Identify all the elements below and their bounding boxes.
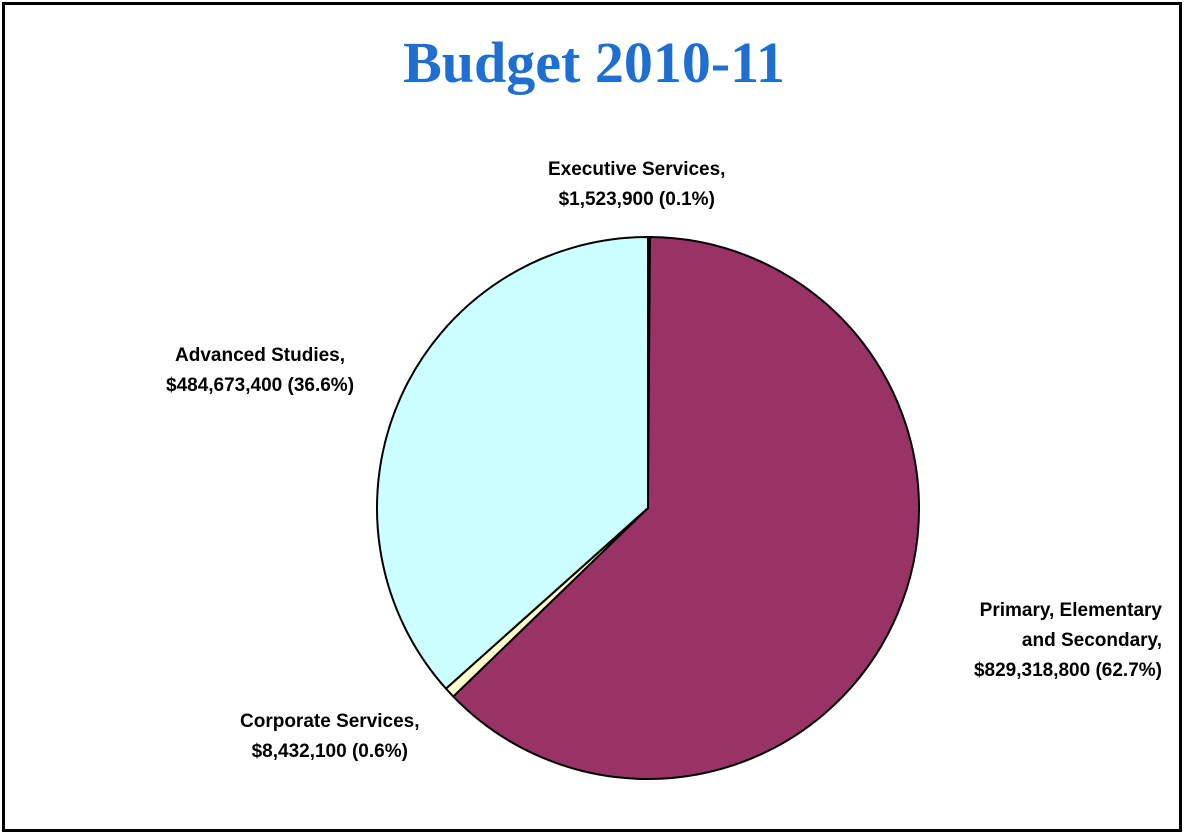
label-primary-elementary-secondary: Primary, Elementary and Secondary, $829,…: [974, 596, 1162, 686]
label-executive-services: Executive Services, $1,523,900 (0.1%): [548, 155, 725, 215]
pie-slice-primary-elementary-and-secondary: [452, 236, 921, 780]
label-corporate-services: Corporate Services, $8,432,100 (0.6%): [240, 707, 420, 767]
label-advanced-studies: Advanced Studies, $484,673,400 (36.6%): [166, 341, 354, 401]
label-primary-line-2: and Secondary,: [1021, 630, 1162, 651]
label-corporate-line-1: Corporate Services,: [240, 711, 420, 732]
label-corporate-line-2: $8,432,100 (0.6%): [251, 741, 408, 762]
label-advanced-line-2: $484,673,400 (36.6%): [166, 375, 355, 396]
label-executive-line-1: Executive Services,: [548, 159, 726, 180]
label-primary-line-3: $829,318,800 (62.7%): [973, 660, 1162, 681]
pie-slice-advanced-studies: [376, 236, 649, 690]
label-primary-line-1: Primary, Elementary: [979, 600, 1162, 621]
label-advanced-line-1: Advanced Studies,: [175, 345, 346, 366]
pie-slices: [376, 236, 921, 780]
chart-title: Budget 2010-11: [403, 30, 785, 95]
label-executive-line-2: $1,523,900 (0.1%): [558, 189, 715, 210]
